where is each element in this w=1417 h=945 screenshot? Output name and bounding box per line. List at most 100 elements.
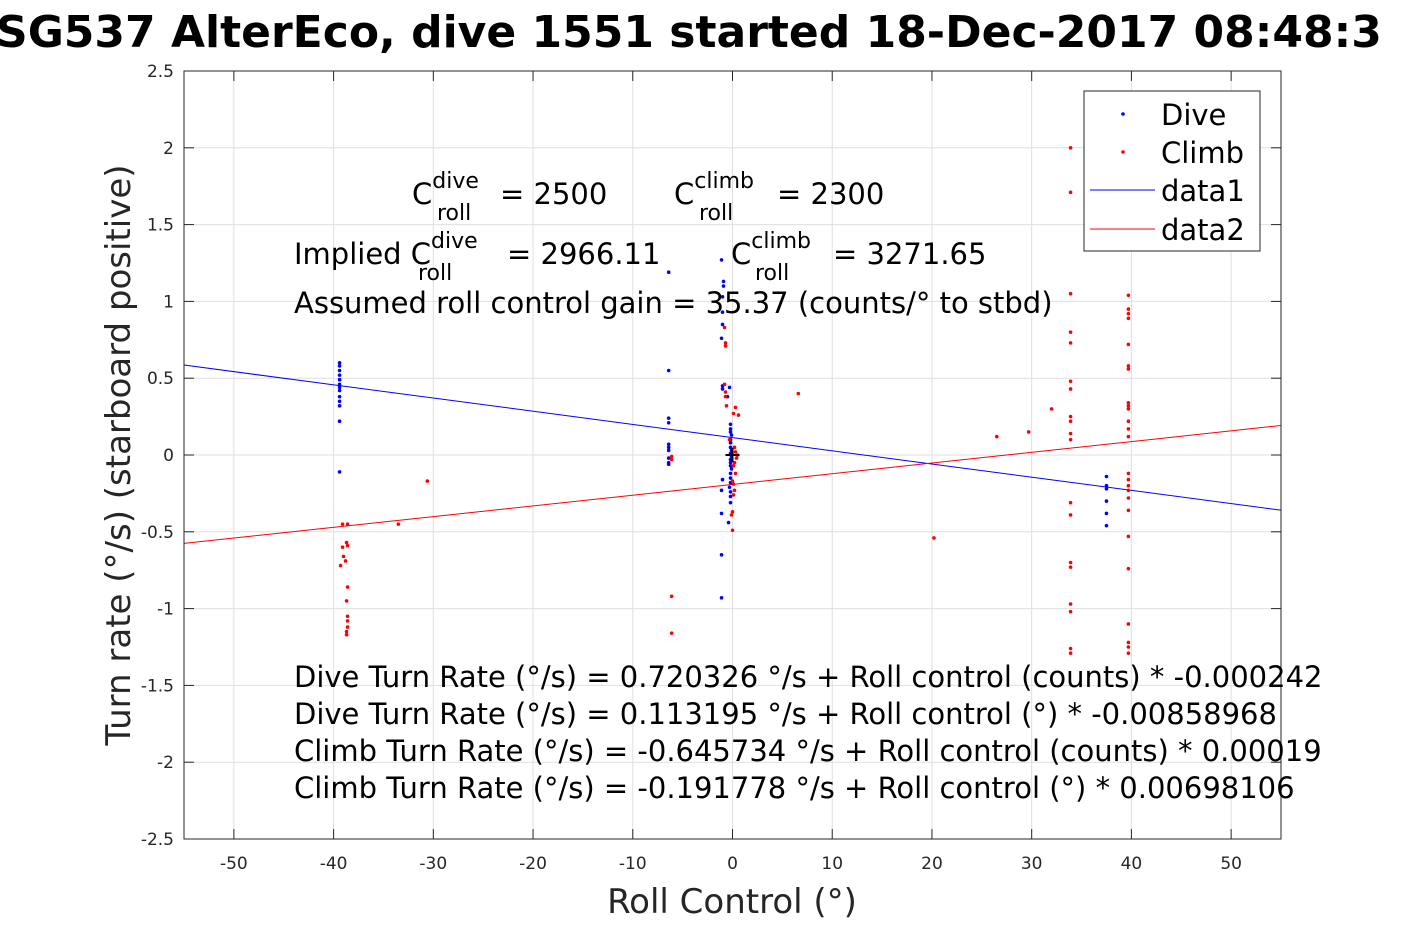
point-climb — [1126, 488, 1131, 493]
point-dive — [719, 553, 724, 557]
point-climb — [345, 543, 350, 548]
point-climb — [345, 585, 350, 589]
point-climb — [1126, 400, 1131, 405]
point-climb — [731, 482, 736, 486]
point-climb — [723, 344, 728, 348]
point-dive — [720, 387, 725, 391]
legend-marker-dive — [1121, 112, 1125, 116]
point-climb — [1126, 483, 1131, 488]
fit-equation-3: Climb Turn Rate (°/s) = -0.645734 °/s + … — [294, 734, 1322, 768]
chart-title: SG537 AlterEco, dive 1551 started 18-Dec… — [0, 7, 1382, 58]
point-climb — [732, 488, 737, 493]
y-tick-label: -2.5 — [141, 830, 174, 850]
point-climb — [1126, 645, 1131, 649]
y-axis-label: Turn rate (°/s) (starboard positive) — [99, 164, 139, 746]
point-dive — [1104, 523, 1109, 528]
point-dive — [719, 336, 724, 341]
point-climb — [1126, 566, 1131, 571]
point-dive — [728, 457, 733, 462]
point-climb — [729, 513, 734, 517]
annotation-c-roll-climb: Cclimb roll= 2300 — [674, 169, 884, 226]
annotation-implied-dive: Implied Cdive roll= 2966.11 — [294, 229, 660, 286]
fit-equation-4: Climb Turn Rate (°/s) = -0.191778 °/s + … — [294, 771, 1295, 805]
point-climb — [932, 536, 936, 540]
point-dive — [721, 284, 726, 288]
point-climb — [345, 522, 350, 526]
point-climb — [1126, 419, 1131, 424]
point-climb — [723, 390, 728, 394]
point-climb — [1068, 190, 1073, 195]
point-climb — [669, 457, 674, 462]
point-dive — [337, 388, 342, 393]
point-climb — [724, 404, 729, 408]
point-climb — [345, 625, 350, 629]
point-dive — [728, 500, 733, 505]
x-axis-label: Roll Control (°) — [607, 882, 857, 922]
fit-equation-1: Dive Turn Rate (°/s) = 0.720326 °/s + Ro… — [294, 660, 1322, 694]
point-dive — [727, 485, 732, 490]
fit-line-data1 — [183, 364, 1282, 511]
point-climb — [1068, 146, 1073, 150]
y-tick-label: 0.5 — [147, 369, 174, 389]
x-tick-label: 0 — [727, 854, 738, 874]
point-climb — [341, 554, 346, 559]
point-climb — [669, 454, 674, 459]
point-dive — [728, 476, 733, 480]
point-climb — [396, 522, 401, 526]
y-tick-labels: -2.5 -2 -1.5 -1 -0.5 0 0.5 1 1.5 2 2.5 — [141, 62, 174, 850]
point-dive — [728, 445, 733, 450]
point-climb — [1068, 437, 1073, 442]
point-climb — [796, 391, 801, 396]
x-tick-label: 30 — [1021, 854, 1043, 874]
point-climb — [1126, 316, 1131, 321]
point-climb — [1126, 342, 1131, 347]
point-climb — [733, 471, 738, 476]
y-tick-label: -1.5 — [141, 676, 174, 696]
point-climb — [1068, 414, 1073, 419]
point-dive — [666, 445, 671, 450]
origin-marker — [725, 448, 740, 462]
point-climb — [1068, 513, 1073, 517]
point-climb — [425, 479, 430, 483]
point-dive — [666, 368, 671, 373]
point-climb — [722, 325, 727, 330]
x-tick-label: -10 — [619, 854, 647, 874]
legend-label-climb: Climb — [1161, 136, 1244, 170]
point-climb — [733, 450, 738, 454]
x-tick-label: -30 — [419, 854, 447, 874]
x-tick-label: -40 — [320, 854, 348, 874]
point-dive — [719, 258, 724, 262]
legend-label-data2: data2 — [1161, 213, 1245, 247]
point-dive — [337, 385, 342, 390]
x-tick-label: -20 — [519, 854, 547, 874]
legend-label-dive: Dive — [1161, 98, 1226, 132]
point-dive — [337, 404, 342, 408]
point-climb — [343, 559, 348, 563]
data-points — [337, 146, 1131, 655]
legend-box — [1083, 90, 1261, 252]
annotation-gain: Assumed roll control gain = 35.37 (count… — [294, 286, 1053, 320]
point-climb — [1068, 431, 1073, 436]
point-climb — [1126, 534, 1131, 539]
point-dive — [1104, 483, 1109, 488]
point-dive — [337, 399, 342, 404]
point-dive — [729, 433, 734, 437]
point-climb — [1126, 508, 1131, 513]
point-climb — [1126, 404, 1131, 408]
point-dive — [1104, 499, 1109, 503]
point-dive — [666, 442, 671, 447]
point-dive — [720, 310, 725, 314]
point-climb — [345, 614, 350, 619]
point-dive — [720, 294, 725, 299]
point-climb — [1126, 311, 1131, 316]
y-tick-label: 0 — [163, 446, 174, 466]
point-climb — [730, 510, 735, 514]
point-climb — [1126, 407, 1131, 411]
point-dive — [337, 361, 342, 365]
point-dive — [337, 364, 342, 368]
point-climb — [1126, 477, 1131, 482]
point-climb — [1068, 500, 1073, 505]
point-dive — [719, 511, 724, 516]
point-climb — [1126, 293, 1131, 298]
point-climb — [732, 445, 737, 450]
